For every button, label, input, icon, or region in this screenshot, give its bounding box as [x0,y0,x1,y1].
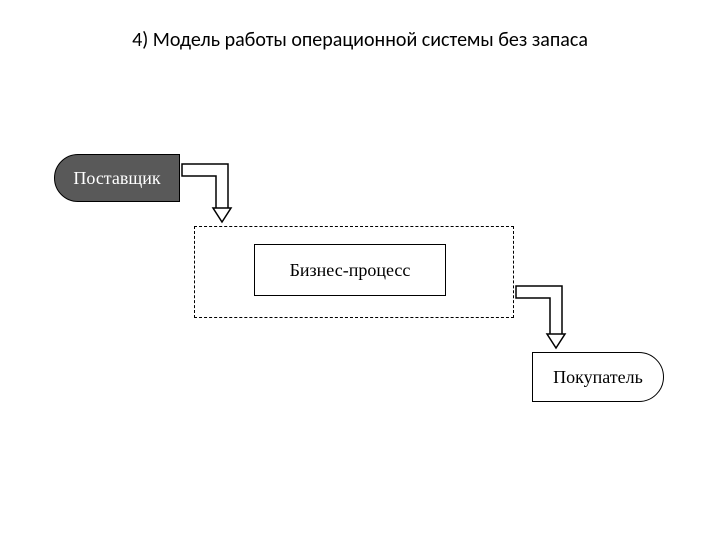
diagram-canvas: 4) Модель работы операционной системы бе… [0,0,720,540]
node-customer: Покупатель [532,352,664,402]
edge-process-to-customer [516,286,565,348]
node-business-process: Бизнес-процесс [254,244,446,296]
node-business-process-label: Бизнес-процесс [290,260,411,281]
page-title: 4) Модель работы операционной системы бе… [0,28,720,52]
node-supplier: Поставщик [54,154,180,202]
node-supplier-label: Поставщик [73,168,160,189]
edge-supplier-to-process [182,164,231,222]
node-customer-label: Покупатель [553,367,643,388]
